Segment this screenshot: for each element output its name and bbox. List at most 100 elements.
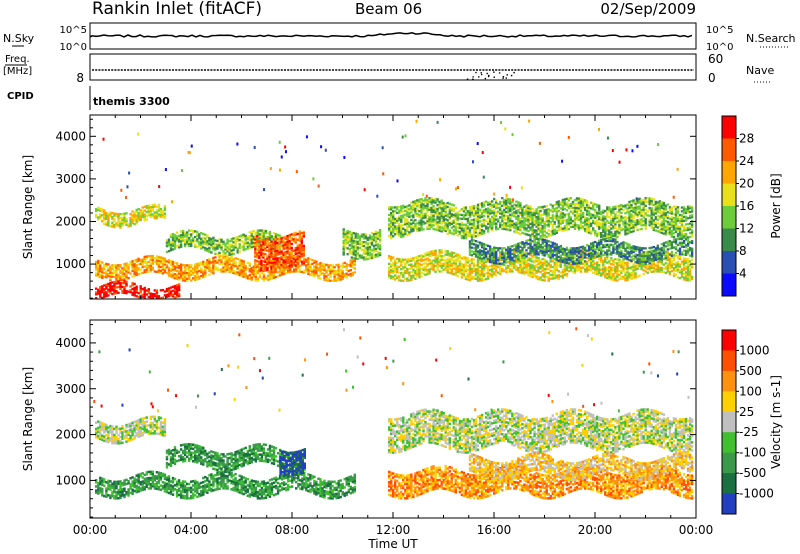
echo-cell [143,217,146,220]
echo-cell [319,269,322,272]
echo-cell [202,270,205,273]
echo-cell [99,295,102,298]
echo-cell [105,217,108,220]
echo-cell [376,231,380,234]
echo-cell [323,272,326,276]
echo-cell [256,238,259,242]
echo-cell [101,267,104,270]
echo-cell [95,209,98,213]
echo-cell [198,264,201,267]
echo-cell [105,223,108,226]
echo-cell [278,268,282,271]
echo-cell [250,268,253,272]
echo-cell [278,258,282,262]
echo-cell [690,214,694,217]
echo-cell [131,221,134,225]
echo-cell [151,260,154,263]
echo-cell [333,273,336,277]
echo-cell [183,264,187,267]
echo-cell [529,228,532,231]
echo-cell [208,262,211,265]
echo-cell [101,296,104,299]
echo-cell [133,223,136,226]
echo-cell [117,277,120,280]
echo-cell [499,200,502,204]
echo-cell [486,213,490,216]
echo-cell [422,209,425,212]
echo-cell [137,259,140,262]
echo-cell [99,291,102,294]
echo-cell [149,256,152,260]
echo-cell [374,240,378,243]
echo-cell [137,269,140,272]
echo-cell [208,273,211,276]
echo-cell [311,262,314,265]
echo-cell [123,216,126,219]
echo-cell [149,207,152,211]
echo-cell [476,203,480,206]
echo-cell [111,267,114,271]
echo-cell [103,293,106,297]
echo-cell [569,210,573,213]
echo-cell [256,271,260,275]
echo-cell [137,267,140,270]
echo-cell [109,279,112,282]
echo-cell [105,291,108,294]
echo-cell [143,269,146,272]
echo-cell [105,212,108,215]
echo-cell [210,269,213,272]
echo-cell [416,208,419,212]
echo-cell [125,221,128,225]
echo-cell [135,271,138,275]
echo-cell [105,215,108,219]
echo-cell [173,277,177,280]
echo-cell [202,276,205,279]
echo-cell [240,269,243,272]
echo-cell [196,270,199,273]
echo-cell [486,207,490,210]
echo-cell [274,233,278,236]
echo-cell [610,231,613,234]
echo-cell [186,279,189,282]
echo-cell [610,217,613,221]
echo-cell [95,262,98,266]
echo-cell [220,248,223,251]
echo-cell [101,261,104,264]
echo-cell [232,271,235,275]
echo-cell [301,270,304,274]
echo-cell [650,197,653,200]
echo-cell [127,223,130,226]
echo-cell [220,258,223,262]
echo-cell [157,269,161,272]
echo-cell [315,272,318,275]
beam-label: Beam 06 [355,0,422,18]
echo-cell [260,271,264,275]
echo-cell [123,222,126,225]
echo-cell [266,274,270,277]
echo-cell [188,270,191,273]
echo-cell [103,266,106,269]
echo-cell [406,268,409,271]
echo-cell [610,257,613,260]
echo-cell [99,264,102,267]
echo-cell [345,268,348,271]
echo-cell [349,269,352,272]
echo-cell [549,220,552,224]
echo-cell [276,238,279,241]
echo-cell [113,223,116,227]
echo-cell [280,267,284,270]
echo-cell [214,239,217,242]
echo-cell [137,213,140,216]
echo-cell [366,236,370,240]
echo-cell [289,270,292,274]
echo-cell [620,262,623,265]
echo-cell [632,216,635,219]
echo-cell [256,235,259,238]
echo-cell [486,226,490,229]
echo-cell [592,227,595,230]
echo-cell [240,267,243,270]
echo-cell [99,215,102,218]
echo-cell [115,214,118,217]
echo-cell [456,269,459,272]
echo-cell [632,228,635,231]
